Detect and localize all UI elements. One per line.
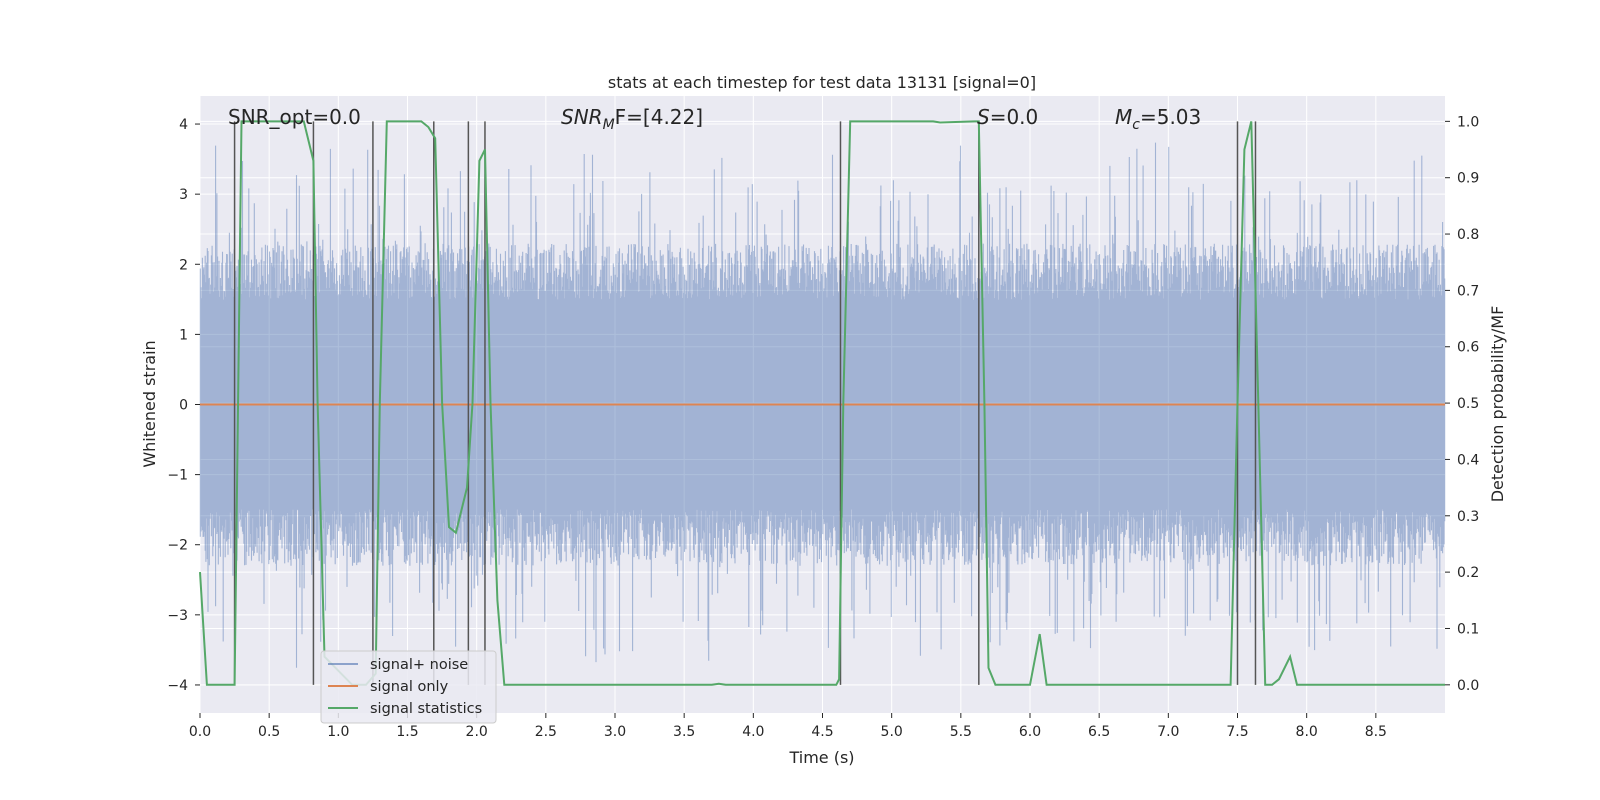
y-left-tick-label: −1 bbox=[167, 468, 188, 484]
annotation-snr-mf-main: SNR bbox=[561, 105, 603, 129]
x-tick-label: 8.5 bbox=[1365, 724, 1387, 740]
annotation-snr-mf: SNRMF=[4.22] bbox=[561, 105, 703, 133]
x-tick-label: 0.5 bbox=[258, 724, 280, 740]
y-axis-right-label: Detection probability/MF bbox=[1488, 306, 1507, 503]
annotation-s-rest: =0.0 bbox=[990, 105, 1039, 129]
y-left-tick-label: −3 bbox=[167, 608, 188, 624]
x-axis-label: Time (s) bbox=[788, 748, 854, 767]
x-tick-label: 7.0 bbox=[1157, 724, 1179, 740]
x-tick-label: 1.0 bbox=[327, 724, 349, 740]
y-right-tick-label: 0.7 bbox=[1457, 283, 1479, 299]
x-tick-label: 5.0 bbox=[881, 724, 903, 740]
x-tick-label: 6.5 bbox=[1088, 724, 1110, 740]
x-tick-label: 4.5 bbox=[811, 724, 833, 740]
y-axis-right-ticks: 1.0 0.9 0.8 0.7 0.6 0.5 0.4 0.3 0.2 0.1 0.0 bbox=[1445, 114, 1479, 694]
y-right-tick-label: 0.1 bbox=[1457, 621, 1479, 637]
y-right-tick-label: 0.8 bbox=[1457, 227, 1479, 243]
y-right-tick-label: 0.2 bbox=[1457, 565, 1479, 581]
annotation-snr-mf-rest: F=[4.22] bbox=[615, 105, 703, 129]
annotation-snr-mf-sub: M bbox=[603, 117, 615, 133]
annotation-mc-sub: c bbox=[1132, 117, 1140, 133]
y-right-tick-label: 0.4 bbox=[1457, 452, 1479, 468]
legend-label-statistics: signal statistics bbox=[370, 701, 482, 717]
y-left-tick-label: 0 bbox=[179, 398, 188, 414]
legend-box bbox=[320, 650, 497, 724]
y-right-tick-label: 0.0 bbox=[1457, 678, 1479, 694]
y-right-tick-label: 0.6 bbox=[1457, 340, 1479, 356]
annotation-s-main: S bbox=[977, 105, 990, 129]
y-left-tick-label: 1 bbox=[179, 327, 188, 343]
y-axis-left-label: Whitened strain bbox=[140, 340, 159, 467]
y-axis-left-ticks: 4 3 2 1 0 −1 −2 −3 −4 bbox=[167, 117, 200, 694]
y-right-tick-label: 1.0 bbox=[1457, 114, 1479, 130]
annotation-mc: Mc=5.03 bbox=[1115, 105, 1201, 133]
legend-label-signal-only: signal only bbox=[370, 679, 449, 695]
x-tick-label: 7.5 bbox=[1226, 724, 1248, 740]
y-right-tick-label: 0.9 bbox=[1457, 171, 1479, 187]
x-tick-label: 6.0 bbox=[1019, 724, 1041, 740]
x-tick-label: 3.5 bbox=[673, 724, 695, 740]
annotation-s: S=0.0 bbox=[977, 105, 1038, 129]
y-right-tick-label: 0.3 bbox=[1457, 509, 1479, 525]
annotation-snr-opt: SNR_opt=0.0 bbox=[228, 105, 361, 129]
y-left-tick-label: 4 bbox=[179, 117, 188, 133]
x-axis-ticks: 0.0 0.5 1.0 1.5 2.0 2.5 3.0 3.5 4.0 4.5 5.0 5.5 6.0 6… bbox=[189, 713, 1387, 740]
y-left-tick-label: 3 bbox=[179, 187, 188, 203]
chart-title: stats at each timestep for test data 131… bbox=[608, 73, 1036, 92]
x-tick-label: 1.5 bbox=[396, 724, 418, 740]
y-left-tick-label: 2 bbox=[179, 257, 188, 273]
legend: signal+ noise signal only signal statist… bbox=[320, 650, 497, 724]
annotation-mc-rest: =5.03 bbox=[1140, 105, 1201, 129]
y-right-tick-label: 0.5 bbox=[1457, 396, 1479, 412]
x-tick-label: 2.0 bbox=[466, 724, 488, 740]
y-left-tick-label: −2 bbox=[167, 538, 188, 554]
x-tick-label: 8.0 bbox=[1296, 724, 1318, 740]
x-tick-label: 2.5 bbox=[535, 724, 557, 740]
x-tick-label: 0.0 bbox=[189, 724, 211, 740]
x-tick-label: 3.0 bbox=[604, 724, 626, 740]
legend-label-noise: signal+ noise bbox=[370, 657, 468, 673]
x-tick-label: 5.5 bbox=[950, 724, 972, 740]
x-tick-label: 4.0 bbox=[742, 724, 764, 740]
annotation-mc-main: M bbox=[1115, 105, 1132, 129]
y-left-tick-label: −4 bbox=[167, 678, 188, 694]
